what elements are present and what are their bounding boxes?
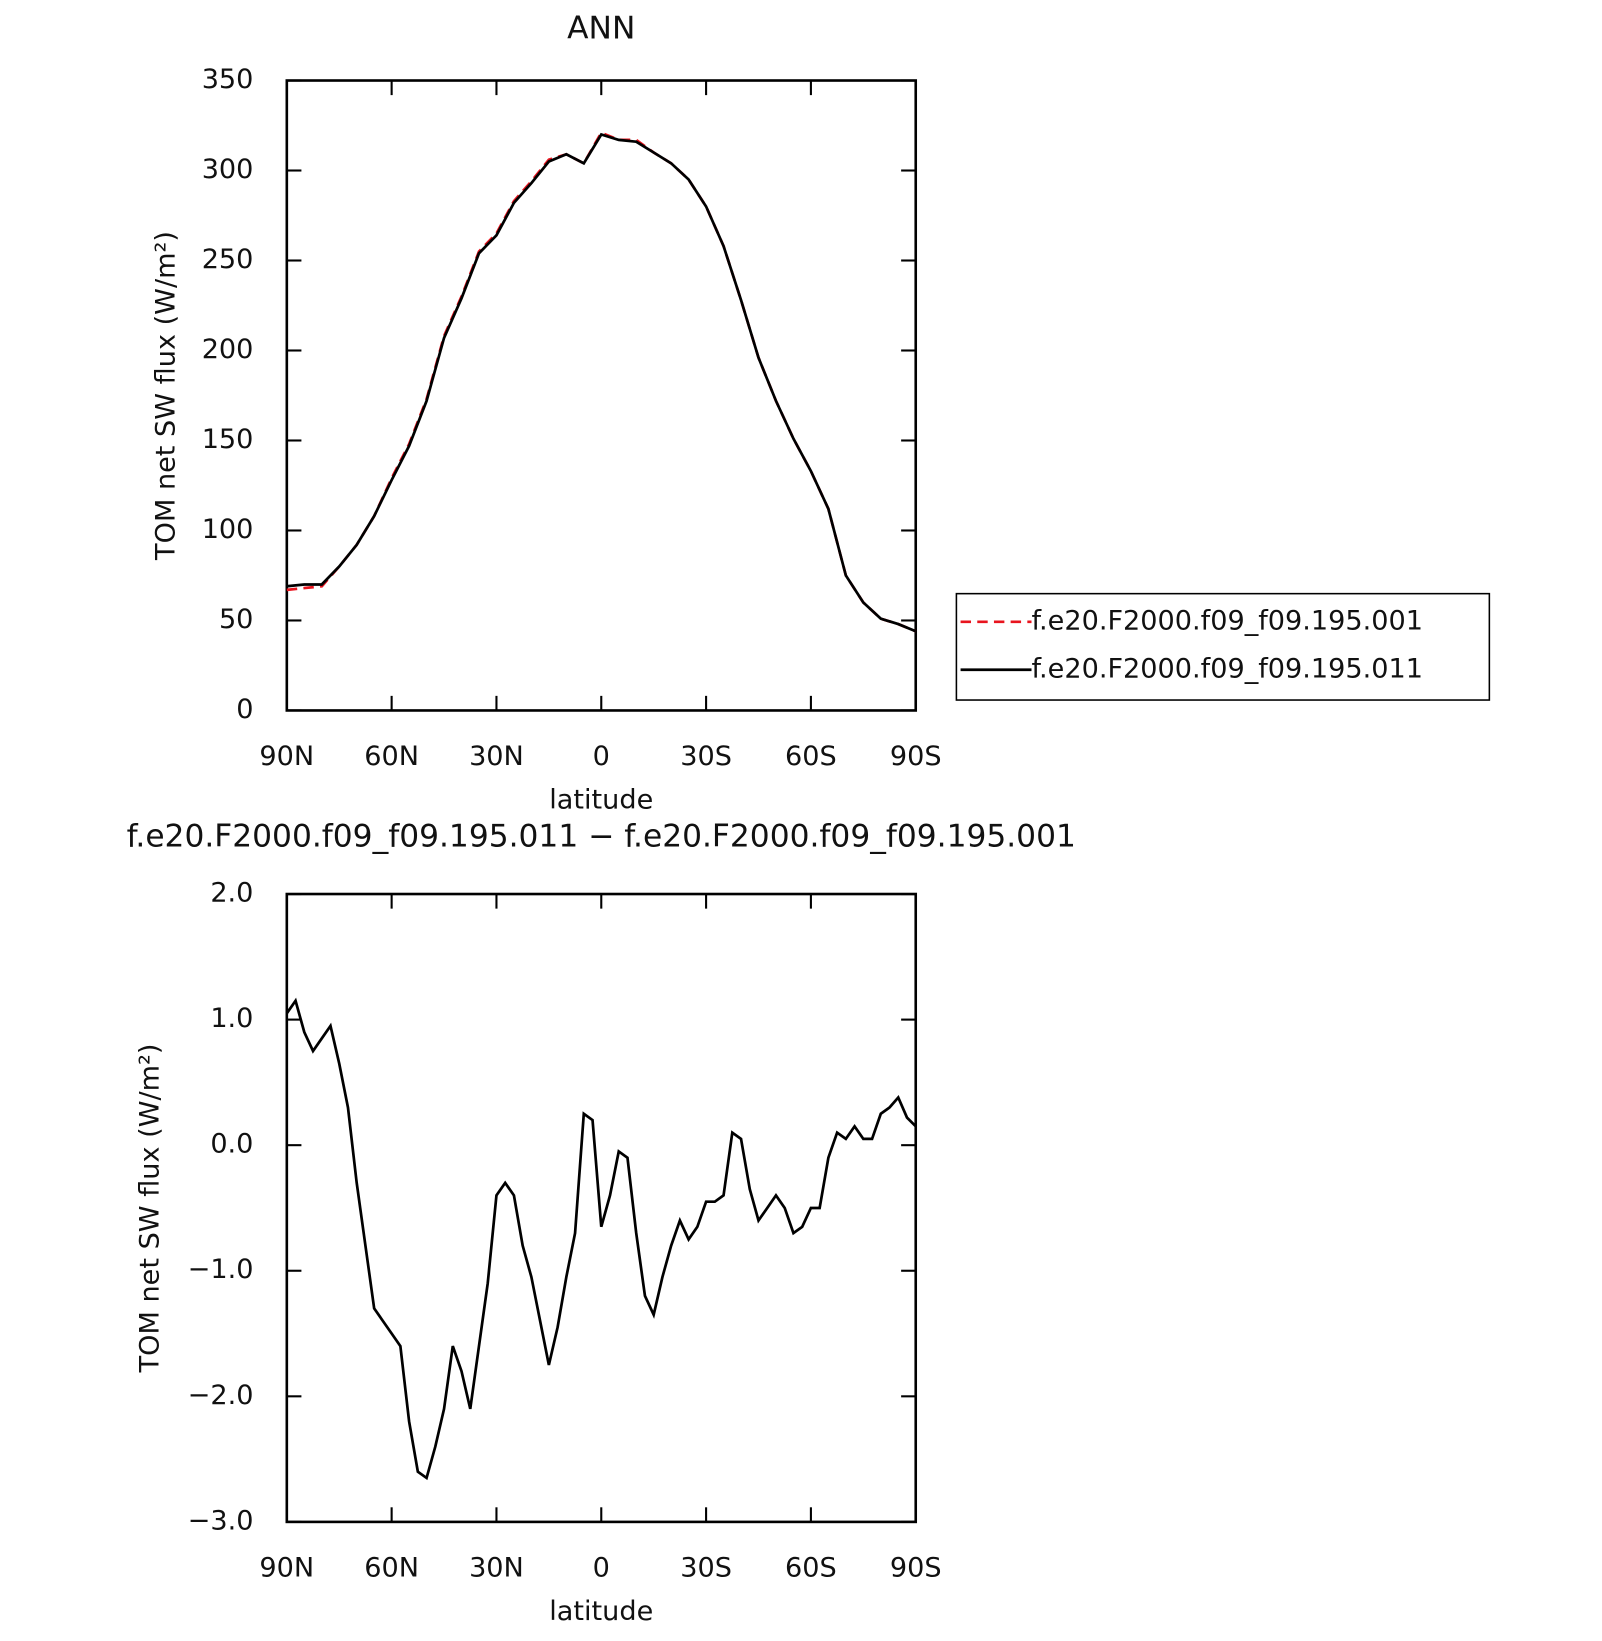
plot-frame [285,892,918,1524]
legend-label: f.e20.F2000.f09_f09.195.001 [1031,605,1423,636]
y-tick-label: 1.0 [210,1003,253,1034]
x-tick-label: 60N [364,741,419,772]
data-line [286,132,917,633]
y-axis-label: TOM net SW flux (W/m²) [135,1043,166,1373]
x-tick-label: 60S [785,1552,837,1583]
y-tick-label: 150 [202,424,254,455]
x-tick-label: 0 [593,1552,610,1583]
x-tick-label: 90N [259,741,314,772]
y-tick-label: 350 [202,64,254,95]
y-tick-label: −2.0 [188,1380,254,1411]
x-tick-label: 0 [593,741,610,772]
x-tick-label: 60S [785,741,837,772]
x-tick-label: 30N [469,1552,524,1583]
chart-title: f.e20.F2000.f09_f09.195.011 − f.e20.F200… [127,819,1076,855]
y-axis-label: TOM net SW flux (W/m²) [150,231,181,561]
y-tick-label: 300 [202,154,254,185]
legend-label: f.e20.F2000.f09_f09.195.011 [1031,653,1423,684]
x-tick-label: 30S [680,741,732,772]
y-tick-label: −1.0 [188,1254,254,1285]
y-tick-label: 50 [219,604,253,635]
legend-box [955,592,1491,701]
y-tick-label: 200 [202,334,254,365]
y-tick-label: 2.0 [210,878,253,909]
x-tick-label: 30N [469,741,524,772]
x-tick-label: 30S [680,1552,732,1583]
data-line [285,997,917,1481]
y-tick-label: 250 [202,244,254,275]
x-tick-label: 60N [364,1552,419,1583]
x-tick-label: 90S [890,741,942,772]
x-axis-label: latitude [549,785,653,816]
y-tick-label: −3.0 [188,1505,254,1536]
x-axis-label: latitude [549,1596,653,1627]
y-tick-label: 100 [202,514,254,545]
chart-title: ANN [567,10,635,46]
x-tick-label: 90N [259,1552,314,1583]
plot-frame [285,79,918,712]
x-tick-label: 90S [890,1552,942,1583]
data-line [286,131,917,633]
y-tick-label: 0 [236,694,253,725]
y-tick-label: 0.0 [210,1129,253,1160]
